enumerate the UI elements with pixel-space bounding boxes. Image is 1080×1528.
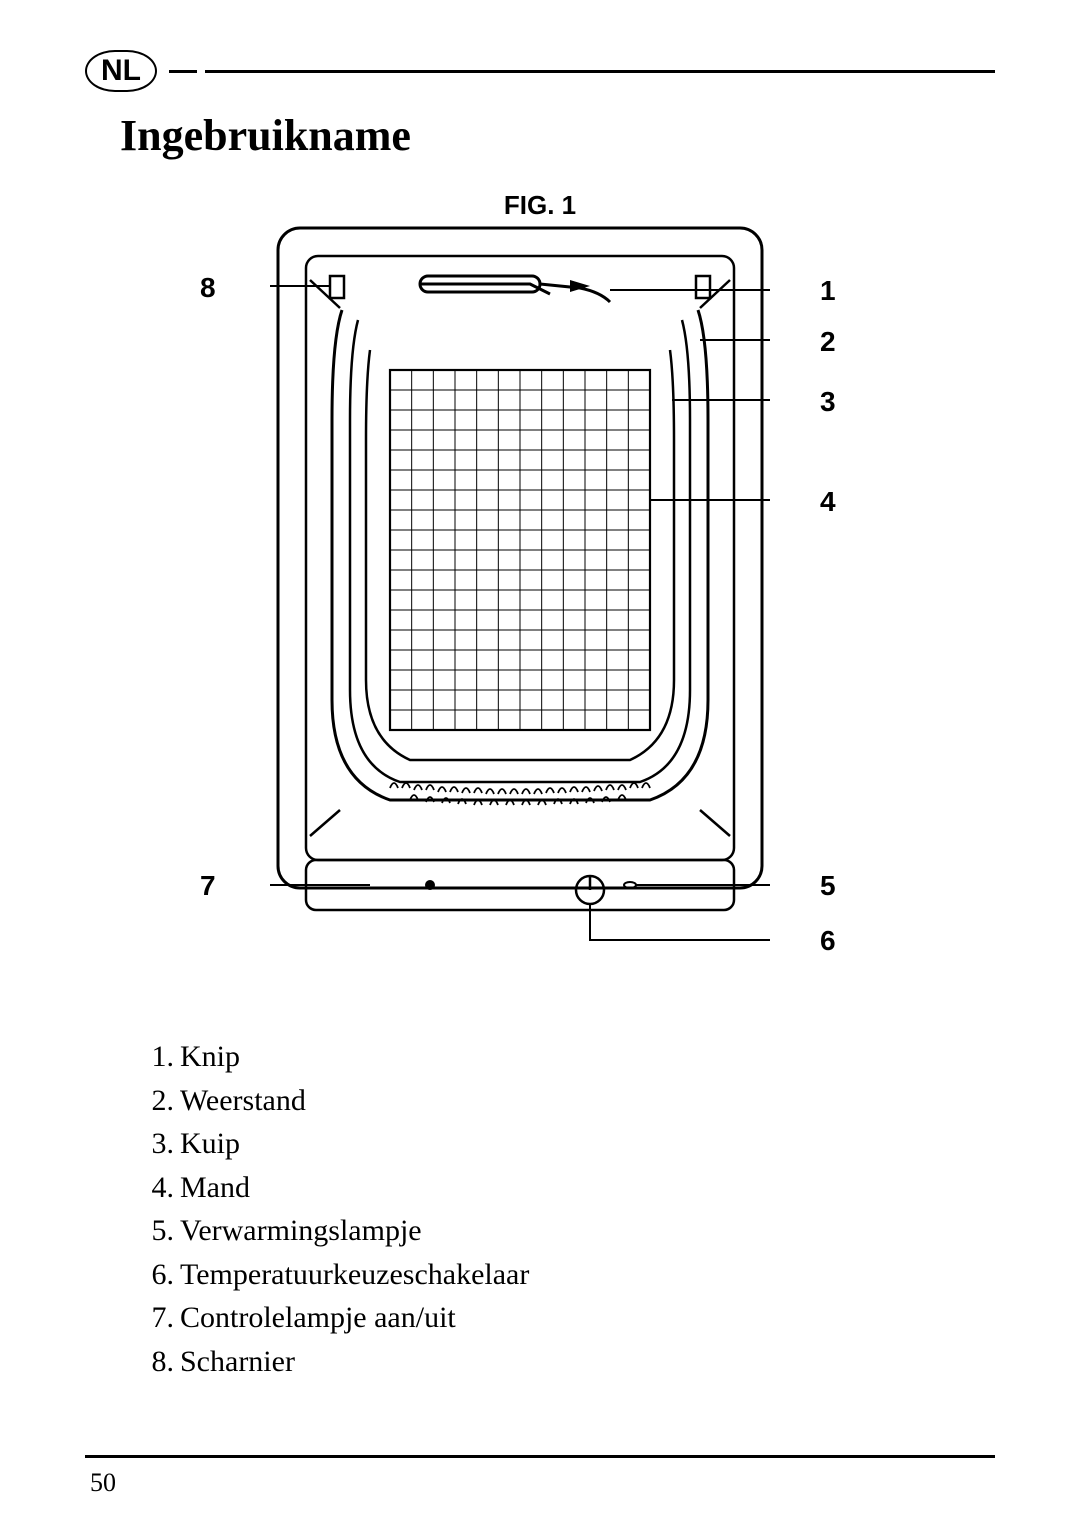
legend-item: 7. Controlelampje aan/uit <box>140 1296 529 1340</box>
legend-text: Kuip <box>180 1122 240 1166</box>
callout-2: 2 <box>820 326 836 358</box>
callout-4: 4 <box>820 486 836 518</box>
legend-num: 4. <box>140 1166 174 1210</box>
legend-text: Mand <box>180 1166 250 1210</box>
header-row: NL <box>85 50 995 92</box>
legend-item: 1. Knip <box>140 1035 529 1079</box>
legend-num: 5. <box>140 1209 174 1253</box>
figure-label: FIG. 1 <box>0 190 1080 221</box>
callout-1: 1 <box>820 275 836 307</box>
legend-num: 2. <box>140 1079 174 1123</box>
header-rule <box>205 70 995 73</box>
figure-diagram <box>270 220 770 960</box>
legend-item: 2. Weerstand <box>140 1079 529 1123</box>
callout-6: 6 <box>820 925 836 957</box>
page-title: Ingebruikname <box>120 110 411 161</box>
page-number: 50 <box>90 1468 116 1498</box>
legend-list: 1. Knip 2. Weerstand 3. Kuip 4. Mand 5. … <box>140 1035 529 1383</box>
legend-text: Scharnier <box>180 1340 295 1384</box>
header-dash <box>169 70 197 73</box>
legend-item: 6. Temperatuurkeuzeschakelaar <box>140 1253 529 1297</box>
callout-3: 3 <box>820 386 836 418</box>
callout-8: 8 <box>200 272 216 304</box>
legend-num: 3. <box>140 1122 174 1166</box>
callout-5: 5 <box>820 870 836 902</box>
legend-item: 4. Mand <box>140 1166 529 1210</box>
language-badge: NL <box>85 50 157 92</box>
legend-num: 7. <box>140 1296 174 1340</box>
legend-text: Weerstand <box>180 1079 306 1123</box>
legend-text: Controlelampje aan/uit <box>180 1296 456 1340</box>
legend-text: Verwarmingslampje <box>180 1209 422 1253</box>
legend-num: 8. <box>140 1340 174 1384</box>
legend-text: Knip <box>180 1035 240 1079</box>
callout-7: 7 <box>200 870 216 902</box>
footer-rule <box>85 1455 995 1458</box>
legend-item: 3. Kuip <box>140 1122 529 1166</box>
legend-item: 5. Verwarmingslampje <box>140 1209 529 1253</box>
legend-item: 8. Scharnier <box>140 1340 529 1384</box>
legend-num: 6. <box>140 1253 174 1297</box>
legend-text: Temperatuurkeuzeschakelaar <box>180 1253 529 1297</box>
legend-num: 1. <box>140 1035 174 1079</box>
